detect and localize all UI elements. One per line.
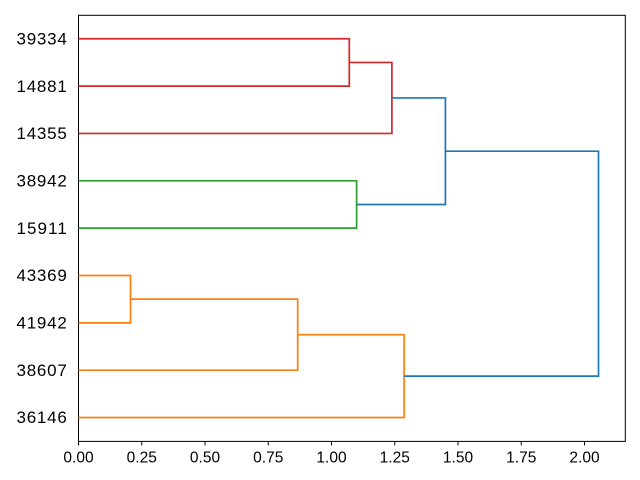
svg-text:2.00: 2.00 <box>569 450 600 467</box>
svg-text:1.25: 1.25 <box>380 450 410 467</box>
svg-text:39334: 39334 <box>17 30 67 49</box>
svg-text:36146: 36146 <box>17 408 67 427</box>
svg-text:1.50: 1.50 <box>443 450 474 467</box>
svg-text:0.50: 0.50 <box>190 450 221 467</box>
svg-text:41942: 41942 <box>17 314 67 333</box>
svg-text:14881: 14881 <box>17 77 67 96</box>
svg-text:15911: 15911 <box>17 219 67 238</box>
svg-text:14355: 14355 <box>17 124 67 143</box>
svg-text:0.25: 0.25 <box>127 450 157 467</box>
svg-text:43369: 43369 <box>17 266 67 285</box>
svg-text:0.75: 0.75 <box>253 450 283 467</box>
svg-text:1.75: 1.75 <box>506 450 536 467</box>
svg-text:38942: 38942 <box>17 172 67 191</box>
svg-text:0.00: 0.00 <box>63 450 94 467</box>
svg-text:38607: 38607 <box>17 361 67 380</box>
svg-text:1.00: 1.00 <box>316 450 347 467</box>
